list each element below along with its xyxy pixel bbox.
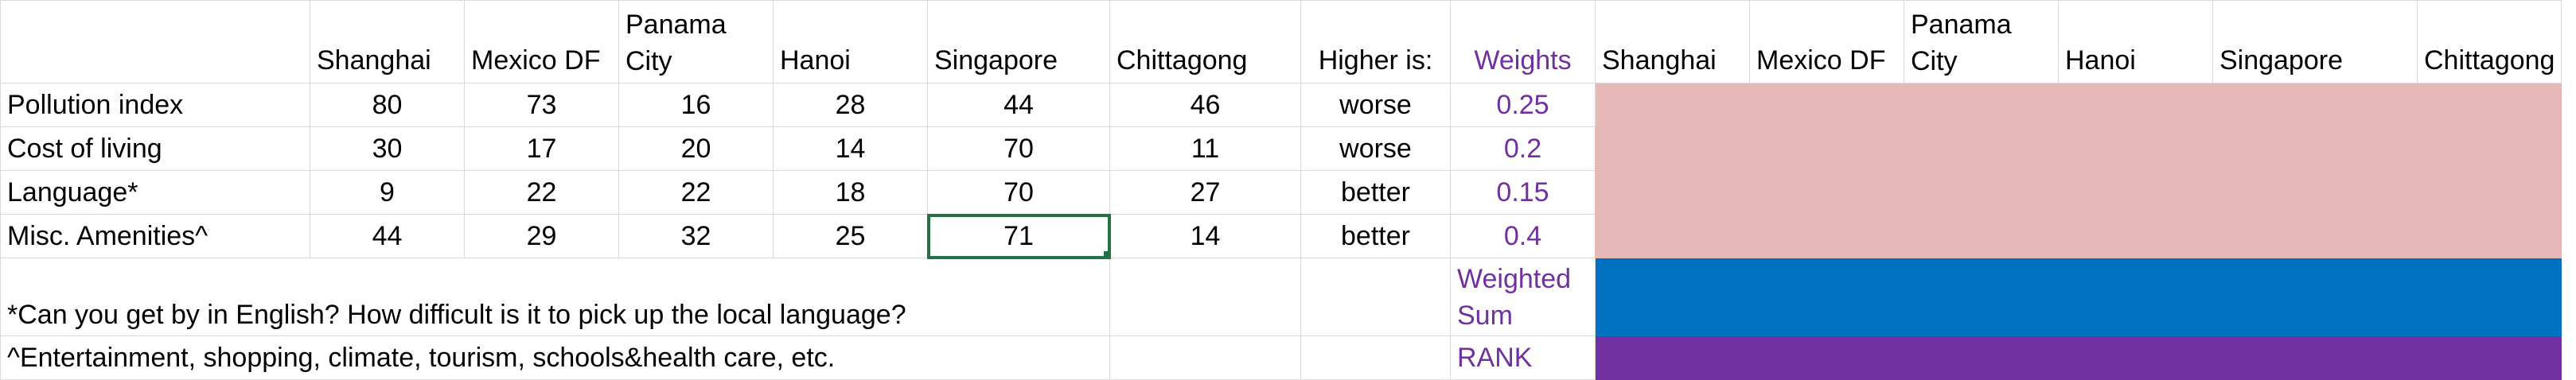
value-cell[interactable]: 32 [618, 214, 774, 258]
footnote-language[interactable]: *Can you get by in English? How difficul… [0, 258, 1110, 336]
empty-cell[interactable] [1300, 335, 1451, 380]
value-cell[interactable]: 22 [618, 170, 774, 215]
fill-handle[interactable] [1104, 251, 1111, 258]
weighted-sum-label[interactable]: Weighted Sum [1450, 258, 1596, 336]
value-cell[interactable]: 44 [310, 214, 465, 258]
result-header-singapore[interactable]: Singapore [2212, 0, 2418, 83]
value-cell[interactable]: 44 [927, 83, 1110, 127]
weight-cell[interactable]: 0.25 [1450, 83, 1596, 127]
value-cell[interactable]: 18 [773, 170, 928, 215]
weight-cell[interactable]: 0.4 [1450, 214, 1596, 258]
selected-cell[interactable]: 71 [926, 213, 1111, 259]
weighted-scores-block[interactable] [1594, 83, 2562, 258]
result-header-panama-city[interactable]: Panama City [1904, 0, 2059, 83]
value-cell[interactable]: 17 [464, 126, 619, 171]
higher-is-cell[interactable]: worse [1300, 126, 1451, 171]
city-header-hanoi[interactable]: Hanoi [773, 0, 928, 83]
empty-cell[interactable] [1300, 258, 1451, 336]
header-row: Shanghai Mexico DF Panama City Hanoi Sin… [0, 0, 2562, 83]
city-header-chittagong[interactable]: Chittagong [1109, 0, 1301, 83]
table-row: Pollution index 80 73 16 28 44 46 worse … [0, 83, 2562, 258]
higher-is-cell[interactable]: worse [1300, 83, 1451, 127]
higher-is-header[interactable]: Higher is: [1300, 0, 1451, 83]
footnote-row: ^Entertainment, shopping, climate, touri… [0, 335, 2562, 380]
city-header-singapore[interactable]: Singapore [927, 0, 1110, 83]
higher-is-cell[interactable]: better [1300, 170, 1451, 215]
value-cell[interactable]: 73 [464, 83, 619, 127]
empty-cell[interactable] [1109, 335, 1301, 380]
result-header-chittagong[interactable]: Chittagong [2416, 0, 2562, 83]
rank-block[interactable] [1594, 335, 2562, 380]
value-cell[interactable]: 46 [1109, 83, 1301, 127]
weight-cell[interactable]: 0.2 [1450, 126, 1596, 171]
empty-cell[interactable] [1109, 258, 1301, 336]
criterion-label[interactable]: Misc. Amenities^ [0, 214, 310, 258]
value-cell[interactable]: 70 [927, 170, 1110, 215]
criterion-label[interactable]: Cost of living [0, 126, 310, 171]
result-header-hanoi[interactable]: Hanoi [2058, 0, 2213, 83]
footnote-amenities[interactable]: ^Entertainment, shopping, climate, touri… [0, 335, 1110, 380]
table-row: Misc. Amenities^ 44 29 32 25 71 14 bette… [0, 213, 2562, 259]
value-cell[interactable]: 22 [464, 170, 619, 215]
corner-cell[interactable] [0, 0, 310, 83]
result-header-shanghai[interactable]: Shanghai [1595, 0, 1750, 83]
criterion-label[interactable]: Language* [0, 170, 310, 215]
city-header-mexico-df[interactable]: Mexico DF [464, 0, 619, 83]
value-cell[interactable]: 20 [618, 126, 774, 171]
value-cell[interactable]: 27 [1109, 170, 1301, 215]
weight-cell[interactable]: 0.15 [1450, 170, 1596, 215]
city-header-panama-city[interactable]: Panama City [618, 0, 774, 83]
value-cell[interactable]: 29 [464, 214, 619, 258]
criterion-label[interactable]: Pollution index [0, 83, 310, 127]
value-cell[interactable]: 25 [773, 214, 928, 258]
value-cell[interactable]: 70 [927, 126, 1110, 171]
weighted-sum-block[interactable] [1594, 258, 2562, 336]
value-cell[interactable]: 28 [773, 83, 928, 127]
city-header-shanghai[interactable]: Shanghai [310, 0, 465, 83]
rank-label[interactable]: RANK [1450, 335, 1596, 380]
value-cell[interactable]: 11 [1109, 126, 1301, 171]
higher-is-cell[interactable]: better [1300, 214, 1451, 258]
value-cell[interactable]: 30 [310, 126, 465, 171]
weights-header[interactable]: Weights [1450, 0, 1596, 83]
value-cell[interactable]: 14 [1109, 214, 1301, 258]
table-row: Language* 9 22 22 18 70 27 better 0.15 [0, 170, 2562, 215]
value-cell[interactable]: 16 [618, 83, 774, 127]
value-cell[interactable]: 80 [310, 83, 465, 127]
value-cell[interactable]: 14 [773, 126, 928, 171]
value-cell[interactable]: 9 [310, 170, 465, 215]
footnote-row: *Can you get by in English? How difficul… [0, 258, 2562, 336]
result-header-mexico-df[interactable]: Mexico DF [1749, 0, 1904, 83]
